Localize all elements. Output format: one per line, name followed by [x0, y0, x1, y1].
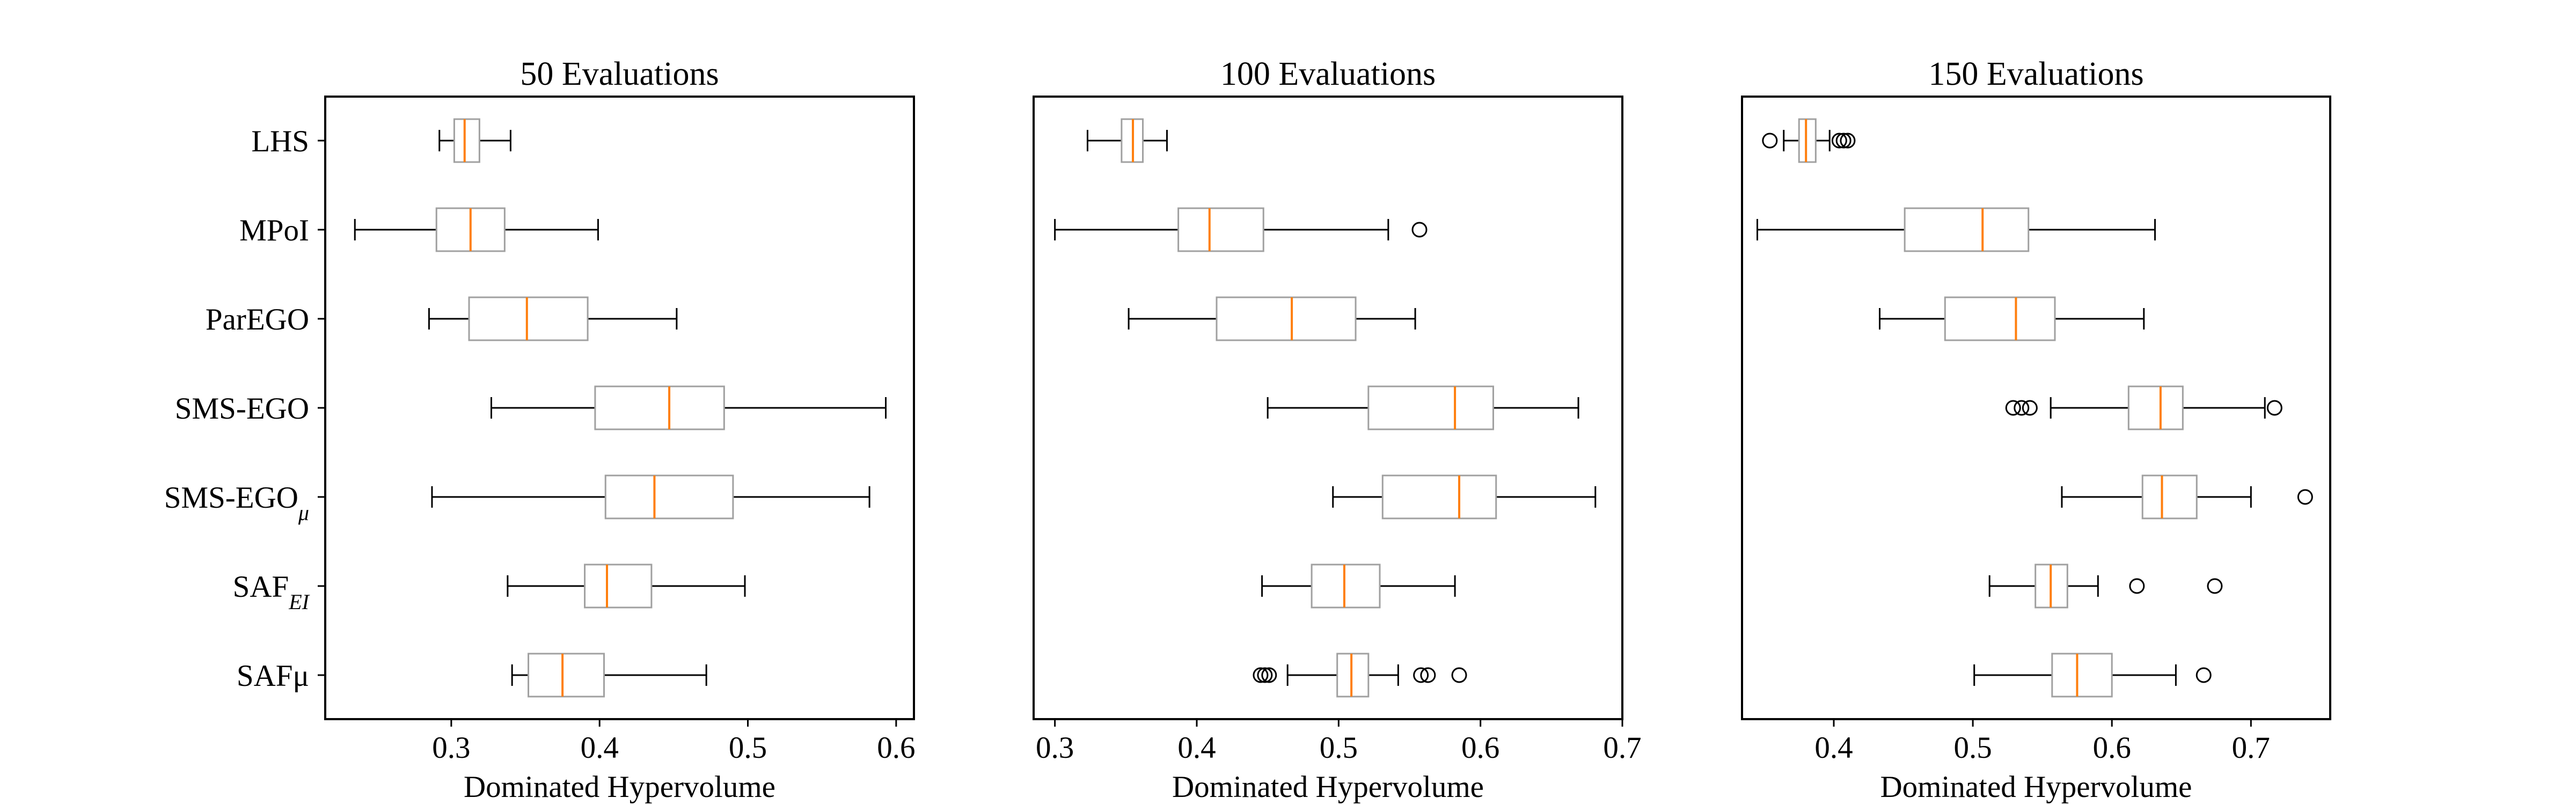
- x-tick-label: 0.3: [1036, 731, 1074, 765]
- chart-panel-1: 50 Evaluations 0.3 0.4 0.5 0.6 Dominated Hype…: [164, 56, 916, 804]
- box-row: [1128, 296, 1416, 341]
- box-row: [511, 653, 707, 698]
- x-tick-label: 0.4: [1814, 731, 1853, 765]
- outlier-point: [1253, 667, 1269, 683]
- y-tick-label: SAFμ: [237, 659, 309, 693]
- box-row: [1332, 474, 1597, 519]
- x-axis-label: Dominated Hypervolume: [1880, 770, 2192, 804]
- box-row: [490, 385, 887, 430]
- iqr-box: [1381, 474, 1497, 519]
- outlier-point: [1420, 667, 1436, 683]
- chart-title: 50 Evaluations: [520, 56, 719, 92]
- chart-panel-3: 150 Evaluations 0.4 0.5 0.6 0.7 Dominated Hyp…: [1741, 56, 2331, 804]
- box-row: [354, 207, 599, 252]
- chart-panel-2: 100 Evaluations 0.3 0.4 0.5 0.6 0.7 Dominated …: [1033, 56, 1642, 804]
- outlier-point: [2129, 578, 2145, 594]
- iqr-box: [1311, 564, 1381, 609]
- outlier-point: [1762, 133, 1778, 149]
- box-row: [438, 118, 511, 163]
- outlier-point: [1413, 667, 1429, 683]
- box-row: [428, 296, 678, 341]
- iqr-box: [2141, 474, 2198, 519]
- box-row: [1973, 653, 2212, 698]
- iqr-box: [584, 564, 653, 609]
- outlier-point: [2014, 400, 2030, 416]
- box-row: [2061, 474, 2313, 519]
- iqr-box: [1336, 653, 1370, 698]
- outlier-point: [1411, 222, 1428, 238]
- box-row: [1253, 653, 1467, 698]
- y-tick-label-subscript: EI: [288, 590, 310, 614]
- y-tick-label-subscript: μ: [298, 501, 309, 525]
- iqr-box: [594, 385, 725, 430]
- x-tick-label: 0.4: [1177, 731, 1216, 765]
- box-row: [1267, 385, 1579, 430]
- x-tick-label: 0.7: [1603, 731, 1641, 765]
- x-tick-label: 0.4: [581, 731, 619, 765]
- x-tick-label: 0.5: [1953, 731, 1992, 765]
- box-row: [507, 564, 746, 609]
- chart-title: 150 Evaluations: [1928, 56, 2143, 92]
- y-tick-label: LHS: [251, 125, 309, 158]
- iqr-box: [1904, 207, 2030, 252]
- iqr-box: [528, 653, 605, 698]
- outlier-point: [2297, 489, 2313, 505]
- outlier-point: [1835, 133, 1851, 149]
- iqr-box: [2127, 385, 2184, 430]
- outlier-point: [1451, 667, 1467, 683]
- iqr-box: [1944, 296, 2056, 341]
- plot-frame: [1741, 96, 2331, 720]
- box-row: [1054, 207, 1428, 252]
- box-row: [2005, 385, 2282, 430]
- box-row: [1261, 564, 1456, 609]
- iqr-box: [1798, 118, 1817, 163]
- box-row: [1879, 296, 2145, 341]
- x-tick-label: 0.6: [1461, 731, 1499, 765]
- iqr-box: [453, 118, 480, 163]
- y-tick-label: MPoI: [239, 214, 309, 247]
- box-row: [431, 474, 870, 519]
- x-tick-label: 0.6: [877, 731, 915, 765]
- iqr-box: [1216, 296, 1357, 341]
- chart-title: 100 Evaluations: [1220, 56, 1436, 92]
- y-tick-label: SMS-EGO: [175, 392, 309, 426]
- outlier-point: [1261, 667, 1277, 683]
- outlier-point: [2022, 400, 2038, 416]
- plot-frame: [1033, 96, 1623, 720]
- iqr-box: [468, 296, 589, 341]
- outlier-point: [2196, 667, 2212, 683]
- box-row: [1757, 207, 2156, 252]
- x-tick-label: 0.5: [729, 731, 767, 765]
- iqr-box: [604, 474, 734, 519]
- iqr-box: [2051, 653, 2113, 698]
- outlier-point: [2005, 400, 2021, 416]
- outlier-point: [2266, 400, 2282, 416]
- box-row: [1762, 118, 1856, 163]
- iqr-box: [1177, 207, 1264, 252]
- outlier-point: [1257, 667, 1273, 683]
- box-row: [1988, 564, 2223, 609]
- x-tick-label: 0.5: [1320, 731, 1358, 765]
- x-tick-label: 0.3: [432, 731, 470, 765]
- iqr-box: [1367, 385, 1494, 430]
- outlier-point: [1831, 133, 1847, 149]
- x-axis-label: Dominated Hypervolume: [1172, 770, 1484, 804]
- outlier-point: [1840, 133, 1856, 149]
- box-row: [1086, 118, 1168, 163]
- outlier-point: [2207, 578, 2223, 594]
- x-tick-label: 0.7: [2232, 731, 2270, 765]
- y-tick-label: ParEGO: [206, 303, 309, 336]
- x-tick-label: 0.6: [2093, 731, 2131, 765]
- x-axis-label: Dominated Hypervolume: [464, 770, 775, 804]
